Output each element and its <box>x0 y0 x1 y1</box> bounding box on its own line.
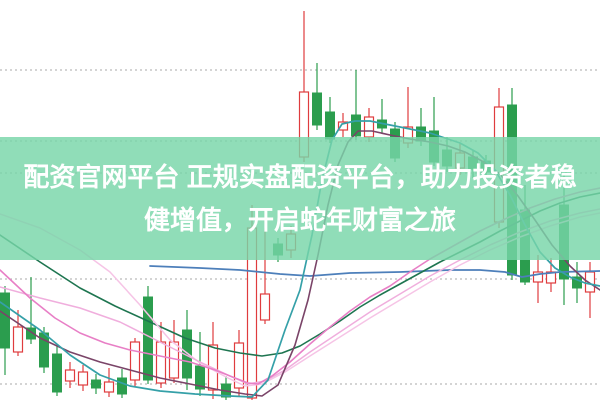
candle-down <box>351 70 361 140</box>
candle-up <box>532 255 544 303</box>
candle-down <box>91 374 101 394</box>
promo-text-line2: 健增值，开启蛇年财富之旅 <box>143 204 456 235</box>
ma-line-long-flat-blue <box>149 265 600 278</box>
candle-up <box>129 338 141 386</box>
candle-up <box>12 310 24 356</box>
candle-down <box>0 286 10 375</box>
candle-down <box>52 346 62 396</box>
candle-up <box>77 365 89 391</box>
candle-up <box>233 330 245 396</box>
candle-down <box>377 99 387 134</box>
candle-down <box>312 63 322 130</box>
candle-up <box>64 362 76 388</box>
candle-up <box>103 368 115 397</box>
candle-down <box>572 262 582 303</box>
promo-banner: 配资官网平台 正规实盘配资平台，助力投资者稳 健增值，开启蛇年财富之旅 <box>0 137 600 260</box>
candle-up <box>337 113 349 137</box>
promo-text-line1: 配资官网平台 正规实盘配资平台，助力投资者稳 <box>23 161 577 192</box>
candle-up <box>168 320 180 383</box>
